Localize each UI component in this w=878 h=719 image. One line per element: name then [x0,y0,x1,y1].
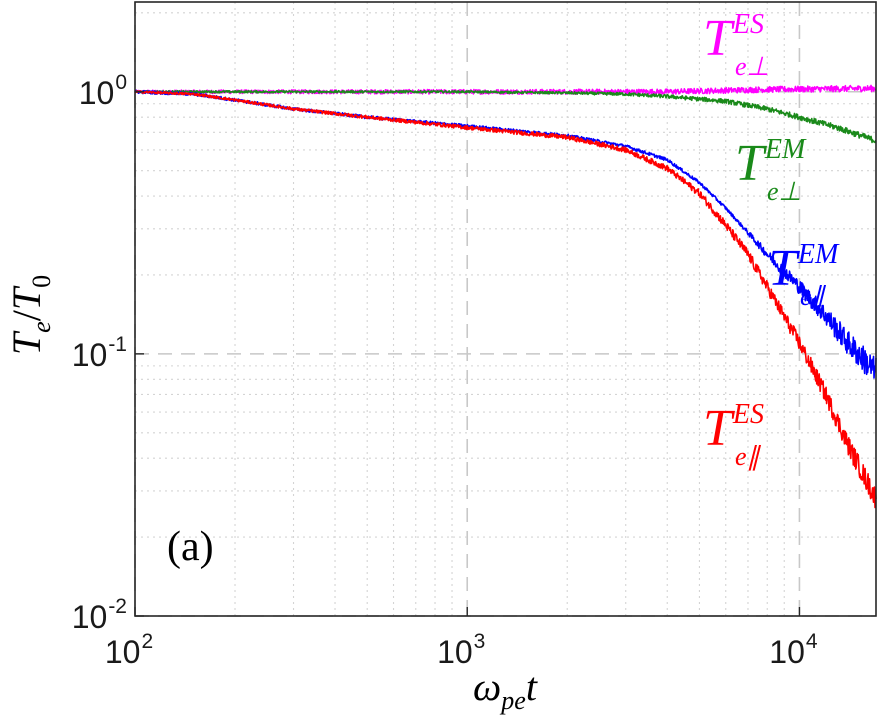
x-axis-label: ωpet [473,664,538,715]
series-label-2: TEM e∥ [768,239,840,311]
y-tick-label: 10-2 [72,595,127,635]
grid [134,2,876,617]
series-line-3 [134,90,877,509]
x-tick-label: 103 [437,630,485,670]
y-axis-label: Te/T0 [4,275,56,355]
plot-frame [134,1,877,617]
series-label-0: TES e⊥ [703,9,769,81]
series-line-1 [134,89,877,144]
panel-label: (a) [167,524,214,570]
x-tick-label: 102 [105,630,153,670]
series-label-1: TEM e⊥ [735,134,807,206]
series-group [134,84,877,509]
x-tick-label: 104 [769,630,818,670]
series-labels: TES e⊥ TEM e⊥ TEM e∥ TES e∥ [703,9,840,471]
y-tick-label: 10-1 [72,333,127,373]
ticks: 102 103 104 10-2 10-1 100 [72,71,818,670]
y-tick-label: 100 [79,71,127,111]
series-label-3: TES e∥ [703,399,764,471]
